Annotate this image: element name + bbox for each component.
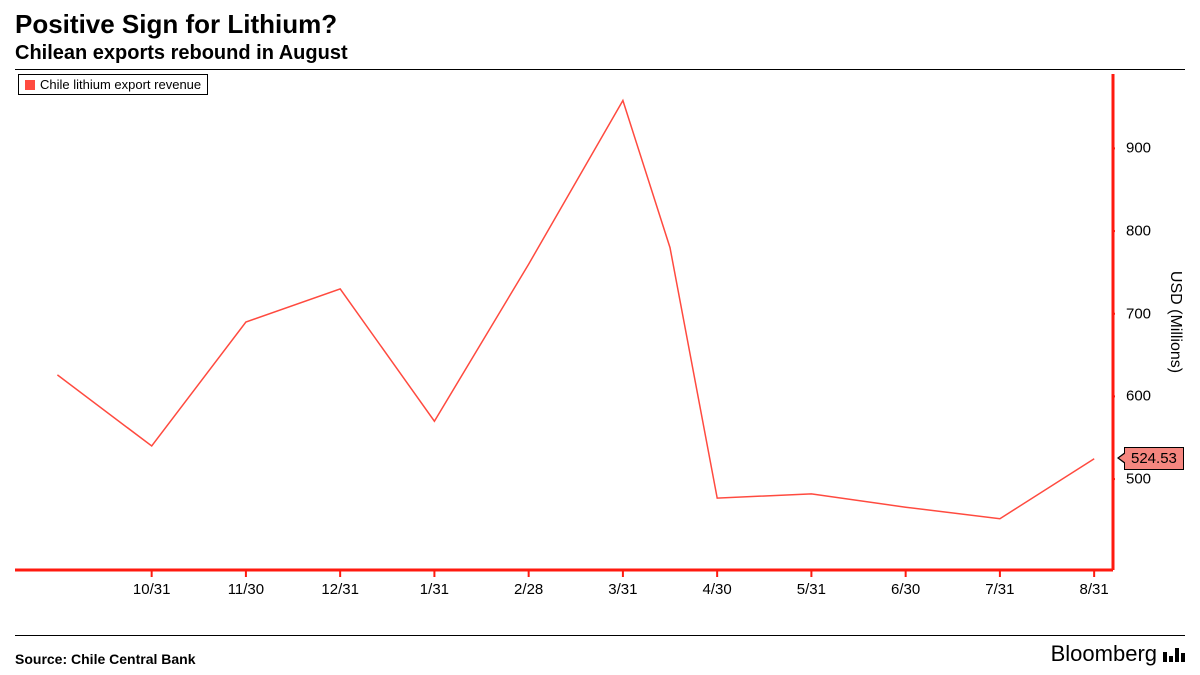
x-tick-label: 5/31 — [797, 581, 826, 598]
x-tick-label: 1/31 — [420, 581, 449, 598]
footer: Source: Chile Central Bank Bloomberg — [15, 635, 1185, 667]
brand-bars-icon — [1163, 646, 1185, 662]
chart-area: 10/31 11/30 12/31 1/31 2/28 3/31 4/30 5/31 6/30 7… — [15, 74, 1185, 629]
data-callout: 524.53 — [1124, 447, 1184, 470]
chart-subtitle: Chilean exports rebound in August — [15, 42, 1185, 65]
brand: Bloomberg — [1051, 641, 1185, 667]
chart-title: Positive Sign for Lithium? — [15, 10, 1185, 40]
y-tick-label: 900 — [1126, 140, 1151, 157]
legend: Chile lithium export revenue — [18, 74, 208, 95]
y-tick-label: 800 — [1126, 222, 1151, 239]
y-axis-title: USD (Millions) — [1166, 271, 1184, 373]
brand-name: Bloomberg — [1051, 641, 1157, 667]
x-tick-label: 8/31 — [1080, 581, 1109, 598]
legend-label: Chile lithium export revenue — [40, 77, 201, 92]
x-tick-label: 3/31 — [608, 581, 637, 598]
x-tick-label: 2/28 — [514, 581, 543, 598]
x-tick-label: 4/30 — [703, 581, 732, 598]
source-text: Source: Chile Central Bank — [15, 651, 196, 667]
line-chart-svg — [15, 74, 1115, 579]
header-divider — [15, 69, 1185, 70]
x-tick-label: 12/31 — [321, 581, 359, 598]
y-tick-label: 700 — [1126, 305, 1151, 322]
y-tick-label: 600 — [1126, 388, 1151, 405]
x-tick-label: 10/31 — [133, 581, 171, 598]
y-tick-label: 500 — [1126, 470, 1151, 487]
x-tick-label: 6/30 — [891, 581, 920, 598]
x-tick-label: 7/31 — [985, 581, 1014, 598]
legend-swatch — [25, 80, 35, 90]
x-tick-label: 11/30 — [228, 581, 264, 598]
x-axis-labels: 10/31 11/30 12/31 1/31 2/28 3/31 4/30 5/31 6/30 7… — [15, 581, 1185, 601]
